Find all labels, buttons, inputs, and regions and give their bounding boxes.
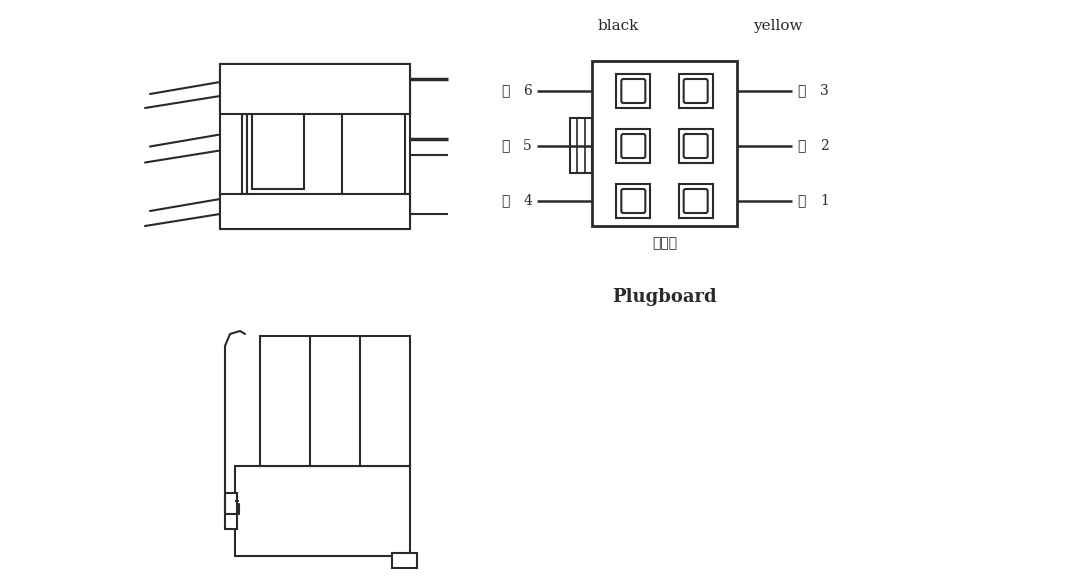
Text: 黄: 黄 [797, 84, 806, 98]
Bar [678, 129, 712, 163]
Text: 2: 2 [820, 139, 829, 153]
Text: 3: 3 [820, 84, 829, 98]
Bar [592, 61, 737, 226]
Text: 黄: 黄 [797, 139, 806, 153]
Bar [616, 74, 650, 108]
Bar [220, 194, 409, 229]
Bar [392, 553, 417, 568]
Text: 5: 5 [523, 139, 533, 153]
Bar [242, 82, 405, 211]
FancyBboxPatch shape [622, 189, 646, 213]
FancyBboxPatch shape [622, 79, 646, 103]
FancyBboxPatch shape [622, 134, 646, 158]
Text: black: black [598, 19, 639, 33]
Text: 黑: 黑 [502, 194, 510, 208]
Text: 黄: 黄 [797, 194, 806, 208]
Text: 4: 4 [523, 194, 533, 208]
Bar [570, 119, 592, 173]
Bar [260, 336, 409, 466]
Text: 1: 1 [820, 194, 829, 208]
Text: yellow: yellow [752, 19, 803, 33]
Text: Plugboard: Plugboard [612, 288, 717, 306]
FancyBboxPatch shape [684, 189, 708, 213]
Text: 黑: 黑 [502, 84, 510, 98]
Bar [252, 94, 304, 189]
Bar [616, 129, 650, 163]
Bar [616, 184, 650, 218]
Bar [220, 64, 409, 114]
Bar [235, 466, 409, 556]
FancyBboxPatch shape [684, 79, 708, 103]
Text: 6: 6 [523, 84, 533, 98]
Bar [220, 64, 409, 229]
Text: 插板端: 插板端 [652, 236, 677, 250]
Bar [247, 82, 342, 201]
Bar [678, 74, 712, 108]
Text: 黑: 黑 [502, 139, 510, 153]
Bar [678, 184, 712, 218]
Bar [225, 493, 237, 529]
FancyBboxPatch shape [684, 134, 708, 158]
